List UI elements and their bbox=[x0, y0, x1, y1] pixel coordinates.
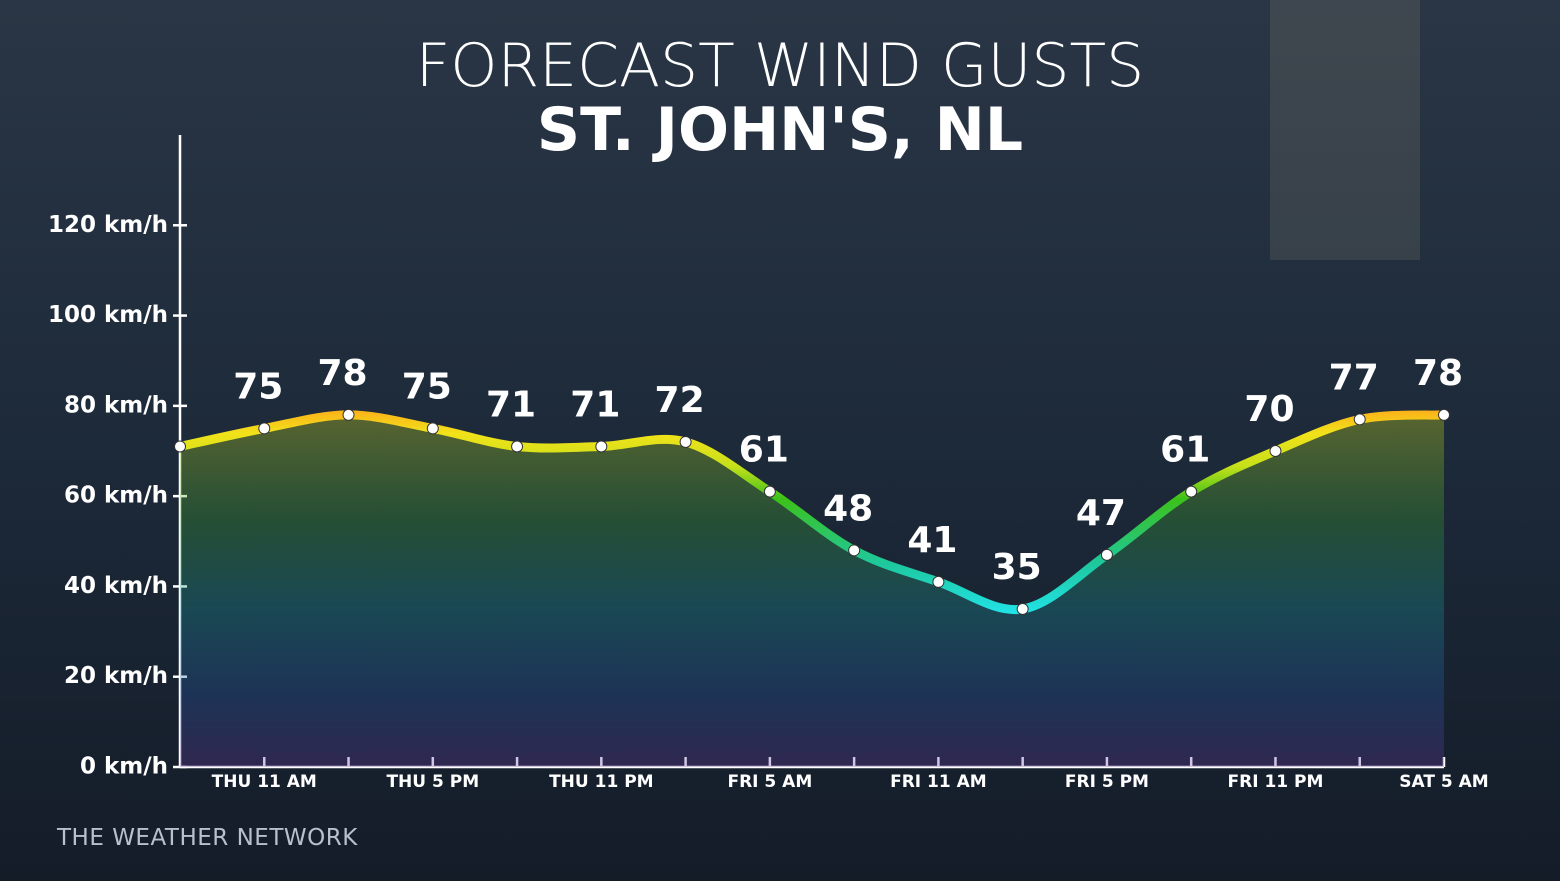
source: THE WEATHER NETWORK bbox=[56, 825, 358, 851]
y-tick-label: 80 km/h bbox=[64, 392, 168, 418]
x-tick-label: THU 11 AM bbox=[212, 772, 317, 792]
point bbox=[1438, 408, 1450, 421]
y-tick-label: 120 km/h bbox=[48, 212, 168, 238]
point bbox=[174, 440, 186, 453]
y-tick-label: 20 km/h bbox=[64, 663, 168, 689]
value-label: 72 bbox=[655, 380, 705, 421]
x-tick-label: FRI 5 PM bbox=[1065, 772, 1149, 792]
y-tick-label: 40 km/h bbox=[64, 573, 168, 599]
value-label: 77 bbox=[1329, 357, 1379, 398]
value-label: 78 bbox=[1413, 353, 1463, 394]
value-label: 35 bbox=[992, 547, 1042, 588]
value-label: 47 bbox=[1076, 493, 1126, 534]
x-tick-label: FRI 11 PM bbox=[1228, 772, 1324, 792]
point bbox=[426, 422, 439, 435]
point bbox=[763, 485, 776, 498]
x-tick-label: SAT 5 AM bbox=[1399, 772, 1488, 792]
value-label: 75 bbox=[233, 366, 283, 407]
area bbox=[180, 414, 1444, 767]
value-label: 71 bbox=[486, 384, 536, 425]
point bbox=[1100, 548, 1113, 561]
value-label: 71 bbox=[570, 384, 620, 425]
x-tick-label: FRI 11 AM bbox=[890, 772, 987, 792]
point bbox=[511, 440, 524, 453]
value-label: 48 bbox=[823, 488, 873, 529]
value-label: 61 bbox=[739, 430, 789, 471]
value-label: 41 bbox=[907, 520, 957, 561]
point bbox=[258, 422, 271, 435]
y-tick-label: 100 km/h bbox=[48, 302, 168, 328]
plot: 0 km/h 20 km/h 40 km/h 60 km/h 80 km/h 100 km… bbox=[48, 135, 1489, 792]
x-tick-label: THU 5 PM bbox=[386, 772, 479, 792]
chart-subtitle: ST. JOHN'S, NL bbox=[537, 95, 1023, 165]
point bbox=[342, 408, 355, 421]
point bbox=[932, 575, 945, 588]
point bbox=[679, 435, 692, 448]
x-tick-label: THU 11 PM bbox=[549, 772, 654, 792]
value-label: 75 bbox=[402, 366, 452, 407]
point bbox=[1016, 603, 1029, 615]
line bbox=[175, 410, 1449, 615]
value-label: 70 bbox=[1244, 389, 1294, 430]
y-tick-label: 0 km/h bbox=[80, 754, 168, 780]
background-light bbox=[1270, 0, 1420, 260]
point bbox=[595, 440, 608, 453]
point bbox=[848, 544, 861, 557]
value-label: 61 bbox=[1160, 430, 1210, 471]
value-label: 78 bbox=[317, 353, 367, 394]
point bbox=[1269, 445, 1282, 457]
y-tick-label: 60 km/h bbox=[64, 483, 168, 509]
x-tick-label: FRI 5 AM bbox=[727, 772, 812, 792]
point bbox=[1353, 413, 1366, 426]
point bbox=[1185, 485, 1198, 498]
chart-title: FORECAST WIND GUSTS bbox=[416, 31, 1145, 101]
